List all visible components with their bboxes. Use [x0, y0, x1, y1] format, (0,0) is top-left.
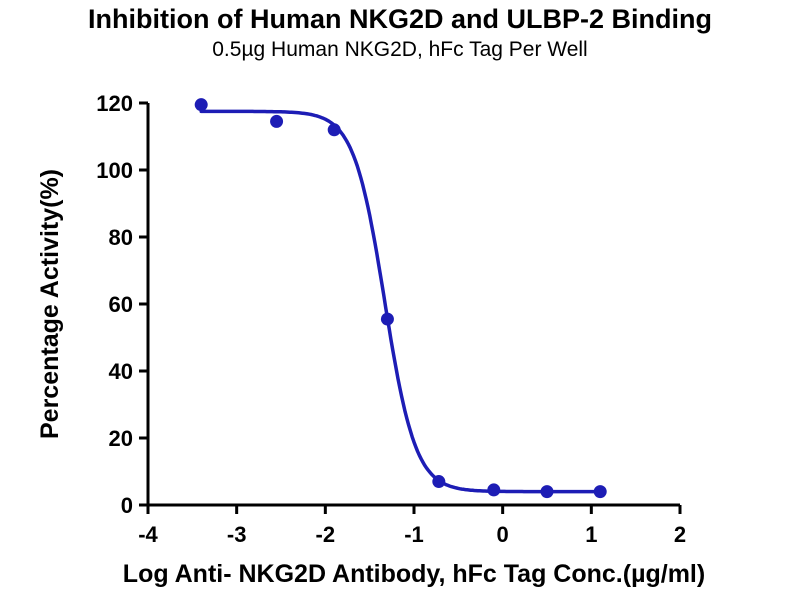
x-tick-label: 1 — [585, 522, 597, 547]
y-axis-title: Percentage Activity(%) — [36, 169, 64, 439]
x-tick-label: -2 — [316, 522, 336, 547]
data-point — [593, 485, 607, 499]
x-tick-label: -1 — [404, 522, 424, 547]
y-tick-label: 60 — [109, 292, 133, 317]
y-tick-label: 100 — [96, 158, 133, 183]
x-axis-title: Log Anti- NKG2D Antibody, hFc Tag Conc.(… — [123, 560, 705, 588]
chart-subtitle: 0.5µg Human NKG2D, hFc Tag Per Well — [212, 38, 588, 61]
x-tick-label: -3 — [227, 522, 247, 547]
x-tick-label: -4 — [138, 522, 158, 547]
data-point — [487, 483, 501, 497]
fit-curve — [199, 109, 602, 494]
data-point — [327, 123, 341, 137]
y-tick-label: 20 — [109, 426, 133, 451]
y-tick-label: 40 — [109, 359, 133, 384]
y-tick-label: 80 — [109, 225, 133, 250]
data-point — [380, 312, 394, 326]
data-point — [194, 98, 208, 112]
chart-title: Inhibition of Human NKG2D and ULBP-2 Bin… — [88, 4, 712, 34]
data-point — [540, 485, 554, 499]
y-tick-label: 120 — [96, 91, 133, 116]
y-tick-label: 0 — [121, 493, 133, 518]
x-tick-label: 0 — [497, 522, 509, 547]
data-point — [432, 475, 446, 489]
x-tick-label: 2 — [674, 522, 686, 547]
data-point — [270, 114, 284, 128]
